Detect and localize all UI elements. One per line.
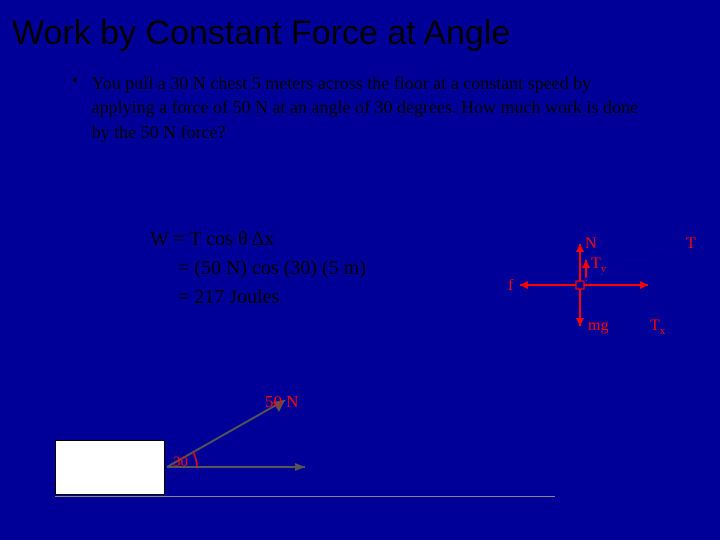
work-line-3: = 217 Joules — [150, 283, 366, 312]
fbd-label-f: f — [508, 277, 514, 294]
force-50n-label: 50 N — [265, 392, 299, 412]
fbd-label-Tx: Tx — [650, 317, 666, 337]
work-line-1: W = T cos θ Δx — [150, 225, 366, 254]
chest-box — [55, 440, 165, 495]
problem-row: • You pull a 30 N chest 5 meters across … — [0, 61, 720, 144]
fbd-label-N: N — [585, 235, 597, 252]
work-line-2: = (50 N) cos (30) (5 m) — [150, 254, 366, 283]
bullet-dot: • — [72, 71, 78, 144]
slide-title: Work by Constant Force at Angle — [0, 0, 720, 61]
box-diagram: 50 N 30 — [55, 400, 595, 510]
angle-30-label: 30 — [173, 454, 188, 471]
fbd-label-T: T — [686, 235, 696, 252]
problem-text: You pull a 30 N chest 5 meters across th… — [92, 71, 650, 144]
fbd-label-mg: mg — [588, 317, 608, 334]
box-arrows — [155, 400, 455, 510]
free-body-diagram: f N Ty mg Tx T — [490, 230, 710, 350]
work-calculation: W = T cos θ Δx = (50 N) cos (30) (5 m) =… — [150, 225, 366, 312]
